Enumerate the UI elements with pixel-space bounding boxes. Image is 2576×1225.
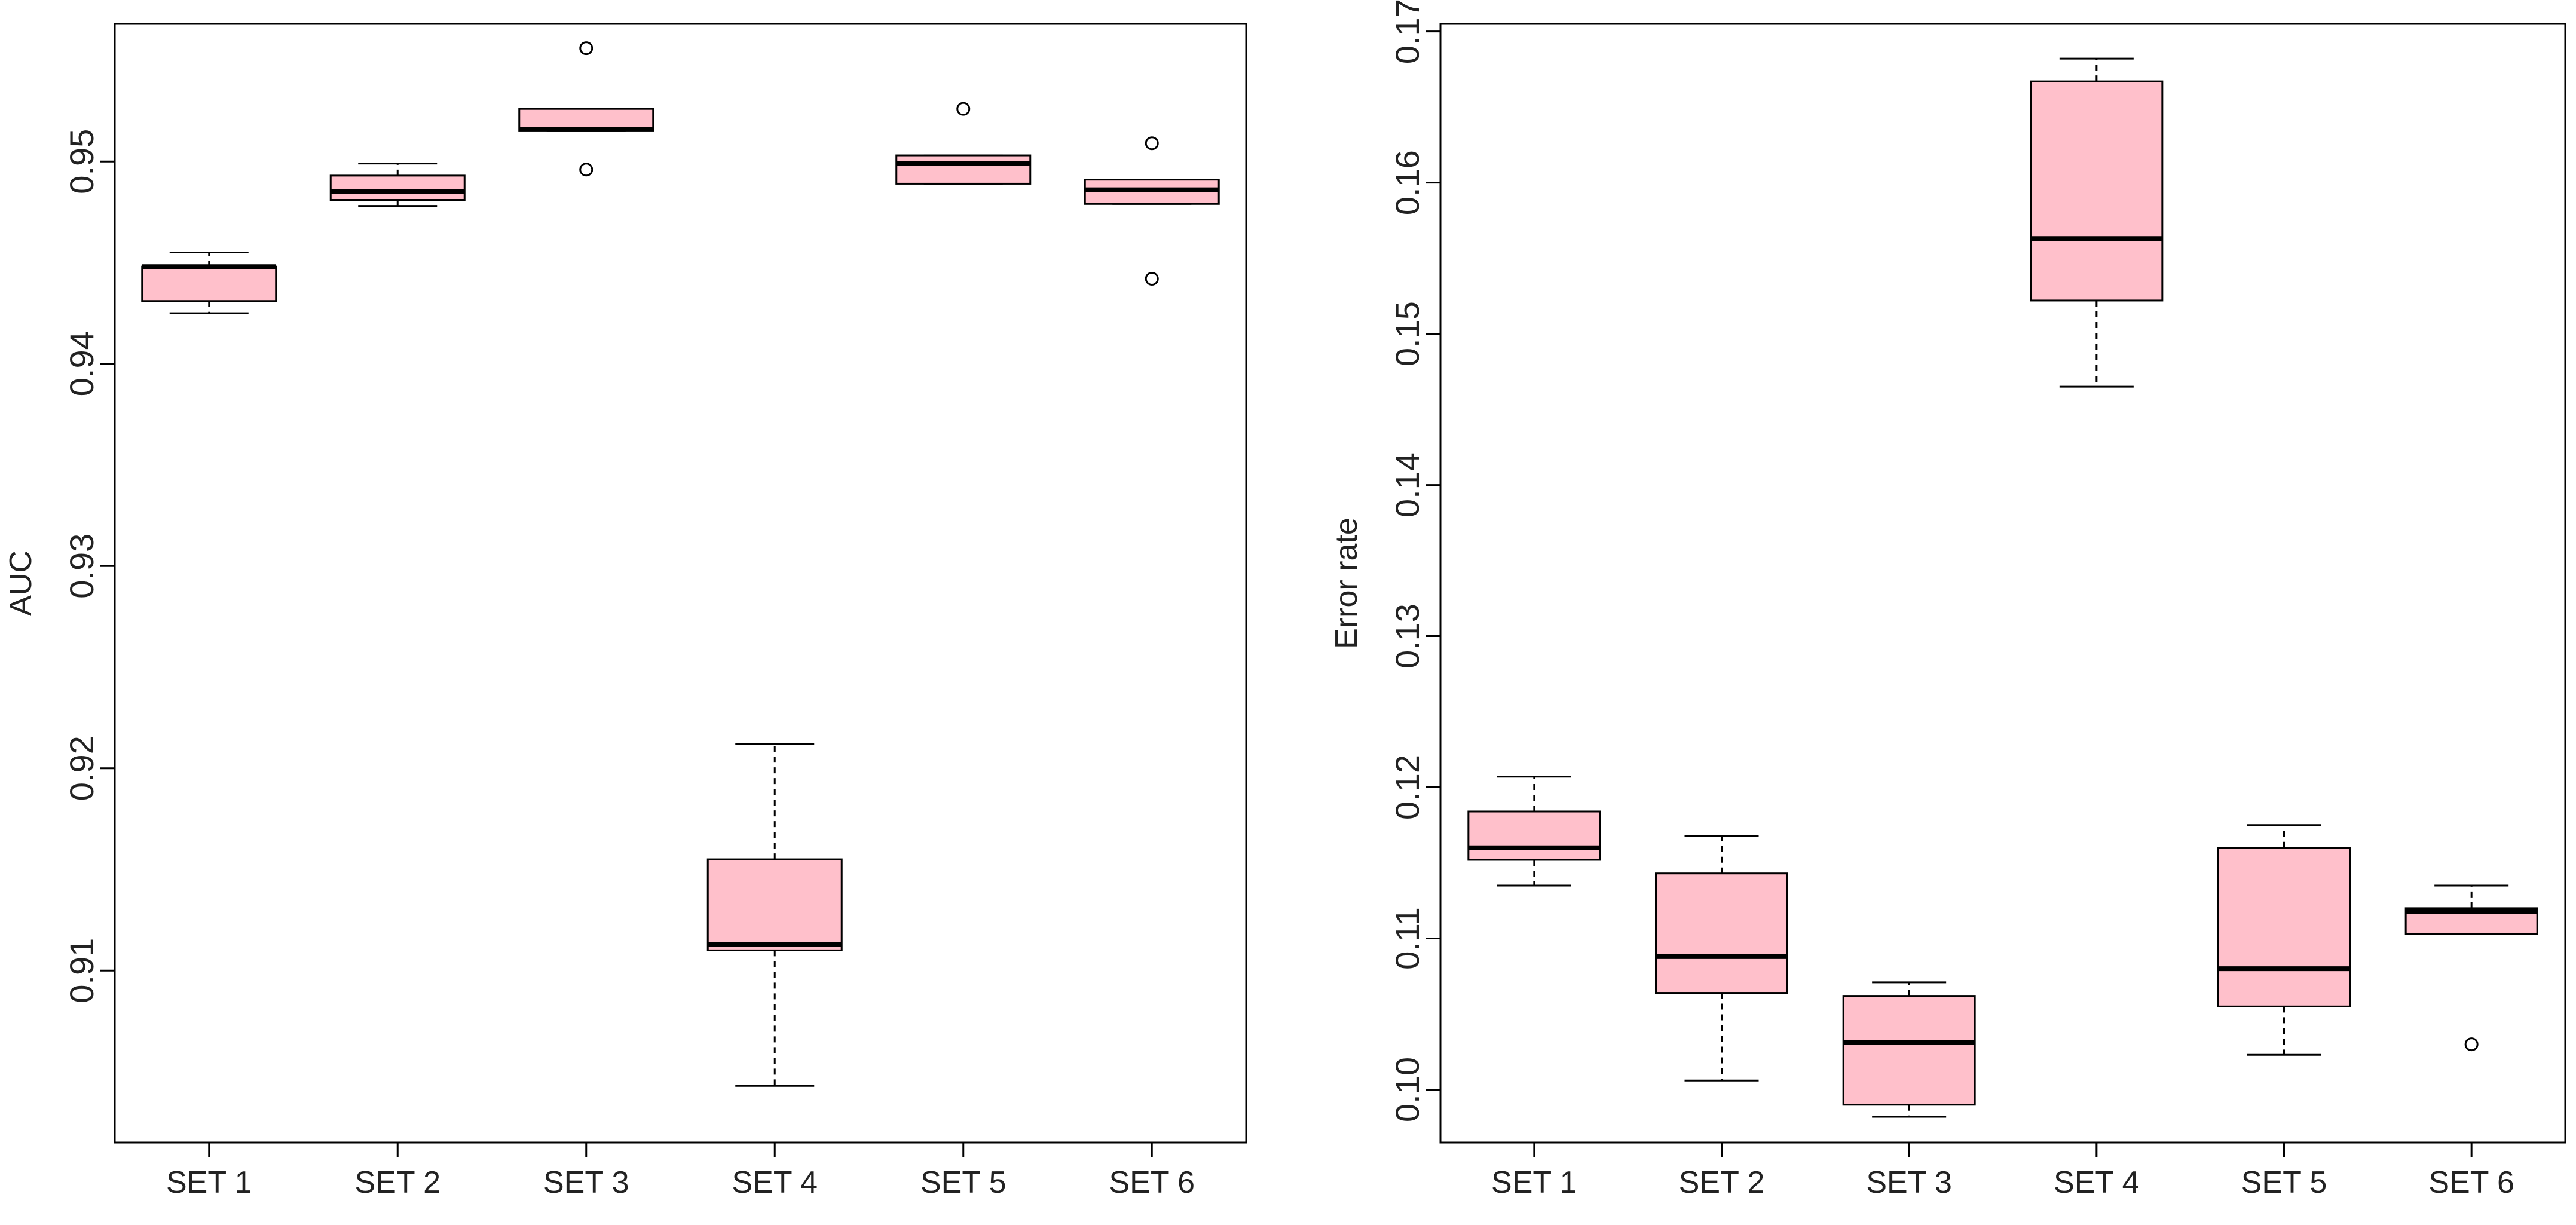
box-set-6 (2404, 884, 2538, 1052)
y-tick-label: 0.92 (63, 736, 100, 801)
x-tick-label: SET 1 (166, 1165, 252, 1200)
box-set-1 (141, 252, 277, 314)
y-axis-title: AUC (4, 550, 38, 616)
iqr-box (1842, 995, 1976, 1106)
y-axis-title: Error rate (1329, 517, 1364, 649)
y-tick-label: 0.94 (63, 331, 100, 396)
auc-boxplot-panel: 0.91 0.92 0.93 0.94 0.95 AUC SET 1 SET 2 SET 3 SE… (4, 23, 1247, 1200)
y-tick-label: 0.12 (1388, 755, 1426, 820)
x-tick-label: SET 5 (920, 1165, 1006, 1200)
y-tick-label: 0.14 (1388, 452, 1426, 517)
iqr-box (141, 265, 277, 302)
box-set-1 (1467, 776, 1601, 887)
iqr-box (1467, 810, 1601, 861)
x-tick-label: SET 4 (2054, 1165, 2140, 1200)
x-tick-label: SET 2 (1679, 1165, 1765, 1200)
iqr-box (706, 858, 843, 951)
box-set-2 (329, 163, 466, 207)
error-rate-boxplot-panel: 0.10 0.11 0.12 0.13 0.14 0.15 0.16 0.17 Error ra… (1329, 0, 2566, 1200)
iqr-box (2030, 80, 2164, 302)
y-tick-label: 0.11 (1388, 907, 1426, 970)
box-set-3 (1842, 981, 1976, 1118)
outlier-point (2464, 1037, 2479, 1052)
box-set-5 (2217, 824, 2351, 1056)
outlier-point (579, 163, 593, 177)
box-set-2 (1655, 834, 1788, 1082)
x-tick-label: SET 3 (543, 1165, 629, 1200)
y-tick-label: 0.15 (1388, 301, 1426, 366)
box-set-3 (518, 41, 654, 177)
y-tick-label: 0.16 (1388, 150, 1426, 215)
iqr-box (2217, 847, 2351, 1007)
outlier-point (579, 41, 593, 56)
y-tick-label: 0.10 (1388, 1057, 1426, 1122)
x-tick-label: SET 1 (1491, 1165, 1577, 1200)
outlier-point (1145, 272, 1159, 286)
outlier-point (1145, 136, 1159, 151)
y-tick-label: 0.91 (63, 938, 100, 1003)
x-tick-label: SET 2 (354, 1165, 440, 1200)
box-set-4 (2030, 57, 2164, 388)
y-tick-label: 0.95 (63, 129, 100, 194)
y-tick-label: 0.13 (1388, 604, 1426, 669)
iqr-box (895, 154, 1032, 185)
plot-frame (1439, 23, 2566, 1144)
plot-frame (114, 23, 1247, 1144)
iqr-box (329, 174, 466, 201)
box-set-5 (895, 102, 1032, 185)
x-tick-label: SET 6 (1109, 1165, 1195, 1200)
outlier-point (956, 102, 971, 116)
iqr-box (1655, 872, 1788, 994)
x-tick-label: SET 5 (2241, 1165, 2327, 1200)
y-tick-label: 0.93 (63, 534, 100, 599)
box-set-6 (1084, 136, 1220, 286)
x-tick-label: SET 6 (2428, 1165, 2514, 1200)
y-tick-label: 0.17 (1388, 0, 1426, 64)
x-tick-label: SET 3 (1866, 1165, 1952, 1200)
box-set-4 (706, 743, 843, 1087)
x-tick-label: SET 4 (732, 1165, 818, 1200)
